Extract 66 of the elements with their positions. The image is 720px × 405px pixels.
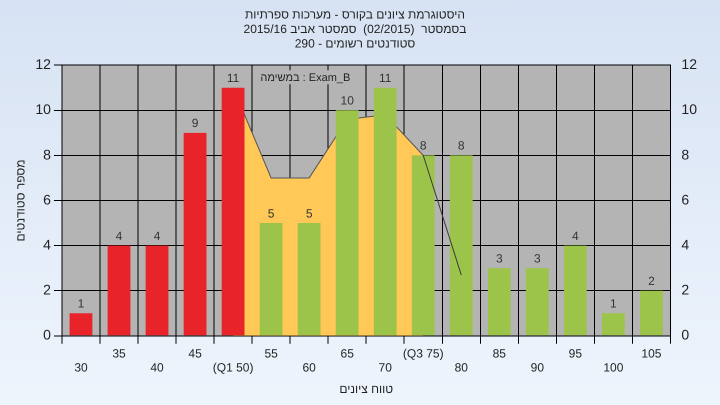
y-tick-label: 8: [43, 146, 52, 162]
bar: [450, 155, 473, 336]
y-tick-label: 10: [35, 101, 52, 118]
data-label: 11: [378, 71, 392, 86]
bar: [298, 223, 321, 336]
x-tick-label: (Q3 75): [402, 346, 444, 360]
bar: [336, 110, 359, 336]
data-label: 1: [78, 296, 85, 311]
y2-tick-label: 4: [681, 236, 690, 252]
x-tick-label: (Q1 50): [212, 360, 254, 375]
bar: [222, 88, 245, 336]
x-tick-label: 85: [492, 346, 506, 360]
data-label: 4: [154, 228, 161, 243]
x-tick-label: 55: [264, 346, 278, 360]
bar: [564, 246, 587, 336]
y-tick-label: 4: [43, 236, 52, 252]
bar: [374, 88, 397, 336]
y-tick-label: 6: [43, 191, 52, 208]
y2-tick-label: 0: [681, 326, 690, 343]
data-label: 10: [340, 94, 354, 108]
data-label: 9: [192, 116, 199, 130]
x-tick-label: 35: [112, 346, 126, 360]
bar: [526, 268, 549, 336]
bar: [640, 290, 663, 336]
x-tick-label: 40: [150, 360, 164, 375]
bar: [108, 246, 130, 336]
data-label: 5: [268, 206, 275, 220]
bar: [412, 155, 435, 336]
x-tick-label: 95: [568, 346, 582, 360]
y2-tick-label: 2: [681, 282, 690, 298]
x-tick-label: 60: [302, 360, 316, 375]
y-axis-title: מספר סטודנטים: [14, 159, 28, 242]
x-tick-label: 65: [340, 346, 354, 360]
x-tick-label: 30: [74, 360, 88, 375]
x-tick-label: 45: [188, 346, 202, 360]
y2-tick-label: 6: [681, 191, 690, 208]
y-tick-label: 12: [35, 56, 52, 72]
data-label: 1: [610, 296, 618, 311]
data-label: 11: [226, 71, 240, 86]
bar: [70, 313, 92, 336]
bar: [146, 246, 168, 336]
bar: [184, 132, 206, 336]
y2-tick-label: 10: [681, 101, 698, 118]
data-label: 8: [420, 138, 427, 153]
x-tick-label: 90: [530, 360, 544, 375]
data-label: 3: [496, 251, 503, 266]
x-tick-label: 100: [603, 360, 624, 375]
y-tick-label: 2: [43, 282, 52, 298]
y2-tick-label: 8: [681, 146, 690, 162]
y-tick-label: 0: [43, 326, 52, 343]
chart-title: היסטוגרמת ציונים בקורס - מערכות ספרתיות בסמסטר (02/2015) סמסטר אביב 2015/16 סטודנטים רשומים - 290: [244, 8, 466, 50]
bar: [602, 313, 625, 336]
bar: [488, 268, 511, 336]
data-label: 2: [648, 274, 656, 288]
annotation: במשימה : Exam_B: [260, 72, 350, 84]
x-tick-label: 105: [641, 346, 662, 360]
y2-tick-label: 12: [681, 56, 698, 72]
x-axis-title: טווח ציונים: [339, 382, 394, 396]
data-label: 8: [458, 138, 465, 153]
bar: [260, 223, 283, 336]
data-label: 5: [306, 206, 313, 220]
data-label: 3: [534, 251, 541, 266]
data-label: 4: [572, 228, 580, 243]
data-label: 4: [116, 228, 123, 243]
x-tick-label: 70: [378, 360, 392, 375]
x-tick-label: 80: [454, 360, 468, 375]
